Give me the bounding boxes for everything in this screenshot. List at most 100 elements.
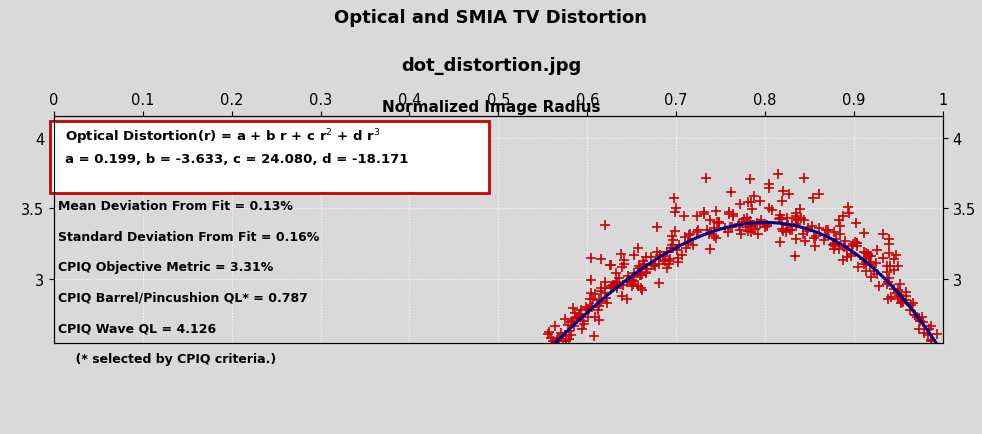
Point [811,225,827,232]
Point [831,246,846,253]
Point [591,317,607,324]
Point [840,254,855,261]
Point [617,260,632,267]
FancyBboxPatch shape [49,122,489,194]
Point [649,249,665,256]
Point [614,251,629,258]
Point [665,233,681,240]
Point [862,261,878,268]
Point [849,243,865,250]
Text: Mean Deviation From Fit = 0.13%: Mean Deviation From Fit = 0.13% [59,200,294,213]
Point [586,333,602,340]
Point [800,225,816,232]
Point [855,256,871,263]
Point [840,247,855,253]
Point [660,249,676,256]
Point [914,314,930,321]
Point [836,257,851,264]
Point [614,264,629,271]
Point [672,242,687,249]
Point [702,217,718,224]
Point [619,279,634,286]
Point [603,283,619,290]
Point [721,211,736,218]
Point [850,264,866,271]
Point [724,224,739,231]
Point [627,278,642,285]
Point [774,217,790,224]
Point [701,230,717,237]
Point [540,330,556,337]
Point [837,237,852,244]
Point [866,268,882,275]
Point [788,217,803,224]
Point [761,205,777,212]
Point [632,285,648,292]
Point [606,282,622,289]
Point [610,283,626,290]
Point [746,193,762,200]
Point [634,286,650,293]
Point [551,335,567,342]
Point [849,240,865,247]
Point [856,261,872,268]
Point [708,234,724,241]
Point [836,244,851,251]
Point [570,315,585,322]
Text: CPIQ Wave QL = 4.126: CPIQ Wave QL = 4.126 [59,322,217,334]
Point [879,269,895,276]
Point [818,233,834,240]
Point [790,215,805,222]
Point [630,245,646,252]
Text: Optical Distortion(r) = a + b r + c r$^2$ + d r$^3$: Optical Distortion(r) = a + b r + c r$^2… [65,127,380,147]
Text: Standard Deviation From Fit = 0.16%: Standard Deviation From Fit = 0.16% [59,230,320,243]
Point [546,338,562,345]
Point [742,218,758,225]
Point [696,211,712,218]
Point [772,215,788,222]
Point [562,336,577,343]
Point [684,242,700,249]
Point [780,222,795,229]
Point [583,276,599,283]
Point [739,228,755,235]
Point [593,288,609,295]
Point [894,293,909,300]
Point [883,263,899,270]
Point [587,290,603,297]
Point [676,213,691,220]
Point [649,224,665,231]
Point [639,266,655,273]
Point [818,227,834,234]
Point [779,215,794,222]
Point [921,326,937,332]
Point [862,259,878,266]
Point [638,270,654,276]
Point [675,252,690,259]
Point [597,285,613,292]
Point [880,279,896,286]
Point [909,313,925,320]
Point [782,191,797,197]
Point [807,243,823,250]
Point [841,204,856,210]
Point [880,296,896,303]
Point [657,257,673,264]
Point [772,213,788,220]
Point [575,318,591,325]
Point [890,296,905,302]
Point [740,199,756,206]
Point [803,223,819,230]
Point [891,263,906,270]
Point [575,321,591,328]
Point [678,234,693,241]
Point [572,310,587,317]
Point [638,266,654,273]
Point [582,302,598,309]
Point [581,296,597,302]
Point [626,281,641,288]
Point [581,306,597,313]
Point [836,214,851,220]
Point [597,290,613,297]
Text: Normalized Image Radius: Normalized Image Radius [382,100,600,115]
